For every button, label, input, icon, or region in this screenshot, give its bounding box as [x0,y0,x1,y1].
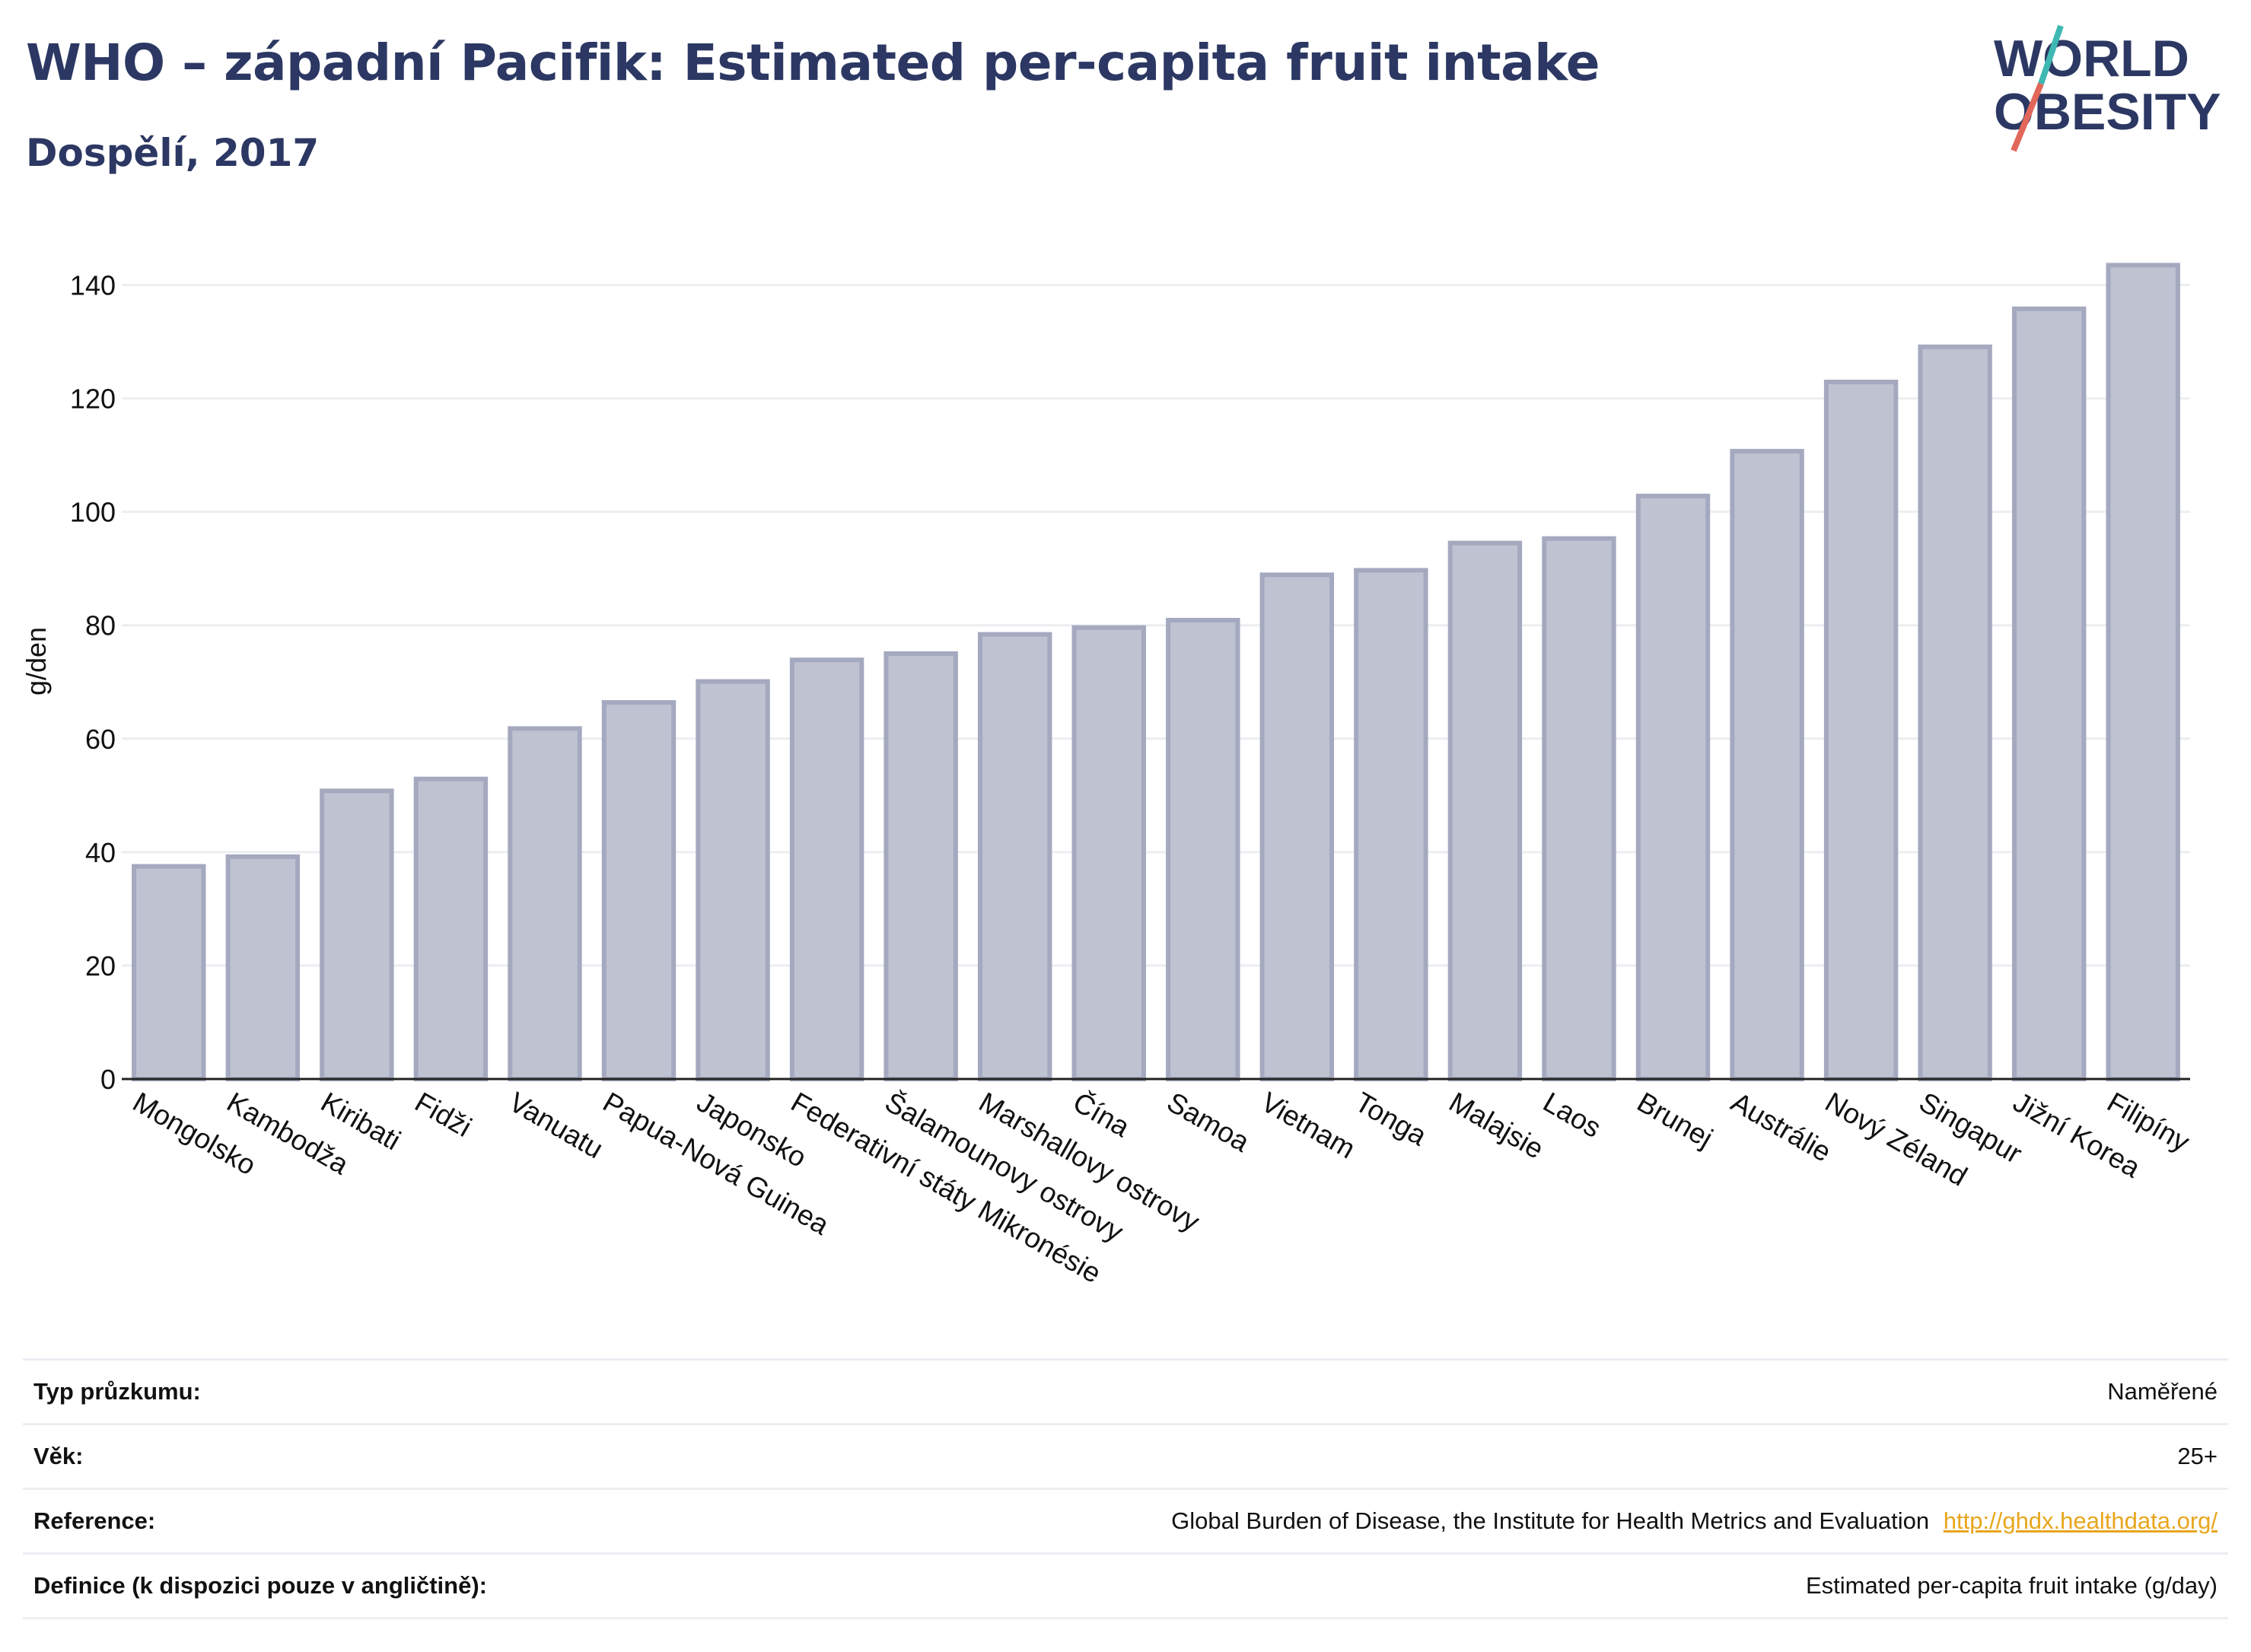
bars [132,263,2180,1082]
bar-5 [508,726,582,1081]
bar-20 [1918,344,1992,1082]
logo-line1: WORLD [1994,30,2189,88]
info-row-survey-type: Typ průzkumu: Naměřené [23,1358,2228,1423]
x-tick-label: Brunej [1632,1086,1718,1154]
bar-4 [413,776,489,1082]
y-tick-label: 140 [70,270,116,301]
info-value: Estimated per-capita fruit intake (g/day… [1805,1572,2218,1599]
bar-11 [1071,625,1146,1081]
x-tick-label: Malajsie [1444,1086,1549,1164]
info-reference-value: Global Burden of Disease, the Institute … [1171,1507,2218,1535]
logo-slash-teal [2038,24,2064,85]
info-row-reference: Reference: Global Burden of Disease, the… [23,1488,2228,1552]
y-tick-label: 0 [100,1064,116,1095]
info-value: Global Burden of Disease, the Institute … [1171,1507,1930,1534]
bar-21 [2011,306,2087,1081]
bar-19 [1823,379,1899,1081]
bar-15 [1447,540,1523,1082]
info-row-age: Věk: 25+ [23,1423,2228,1488]
bar-14 [1354,568,1428,1082]
bar-7 [696,679,770,1081]
bar-12 [1166,618,1240,1081]
x-tick-label: Tonga [1350,1086,1432,1151]
y-tick-label: 20 [85,950,116,982]
bar-18 [1730,448,1804,1081]
y-tick-label: 100 [70,497,116,528]
info-label: Typ průzkumu: [33,1378,201,1405]
bar-2 [225,854,301,1081]
logo-slash-red [2011,82,2044,152]
bar-13 [1259,572,1335,1081]
y-axis-label: g/den [21,627,52,695]
x-tick-label: Laos [1538,1086,1606,1144]
y-tick-label: 80 [85,610,116,641]
info-label: Věk: [33,1443,84,1469]
info-value: Naměřené [2107,1378,2218,1405]
world-obesity-logo[interactable]: WORLD OBESITY [1979,23,2237,167]
x-tick-label: Vanuatu [504,1086,609,1164]
bar-1 [132,864,206,1081]
bar-22 [2106,263,2180,1082]
x-tick-label: Čína [1068,1086,1135,1143]
y-tick-labels: 0 20 40 60 80 100 120 140 [70,270,116,1095]
x-tick-label: Vietnam [1256,1086,1360,1164]
bar-3 [320,788,394,1081]
bar-10 [977,632,1052,1081]
bar-17 [1635,493,1711,1081]
x-tick-label: Samoa [1162,1086,1255,1157]
bar-8 [789,657,864,1081]
bar-9 [884,651,958,1081]
info-table: Typ průzkumu: Naměřené Věk: 25+ Referenc… [23,1358,2228,1619]
info-label: Definice (k dispozici pouze v angličtině… [33,1572,487,1599]
y-tick-label: 40 [85,837,116,868]
y-tick-label: 120 [70,384,116,415]
x-tick-label: Fidži [409,1086,476,1143]
info-row-definition: Definice (k dispozici pouze v angličtině… [23,1552,2228,1619]
page-subtitle: Dospělí, 2017 [26,131,320,175]
bar-16 [1542,536,1616,1081]
bar-6 [601,700,677,1082]
info-value: 25+ [2177,1443,2218,1469]
info-label: Reference: [33,1507,156,1534]
x-tick-label: Austrálie [1726,1086,1836,1167]
reference-link[interactable]: http://ghdx.healthdata.org/ [1943,1507,2218,1534]
y-tick-label: 60 [85,724,116,755]
page-title: WHO – západní Pacifik: Estimated per-cap… [26,33,1600,92]
